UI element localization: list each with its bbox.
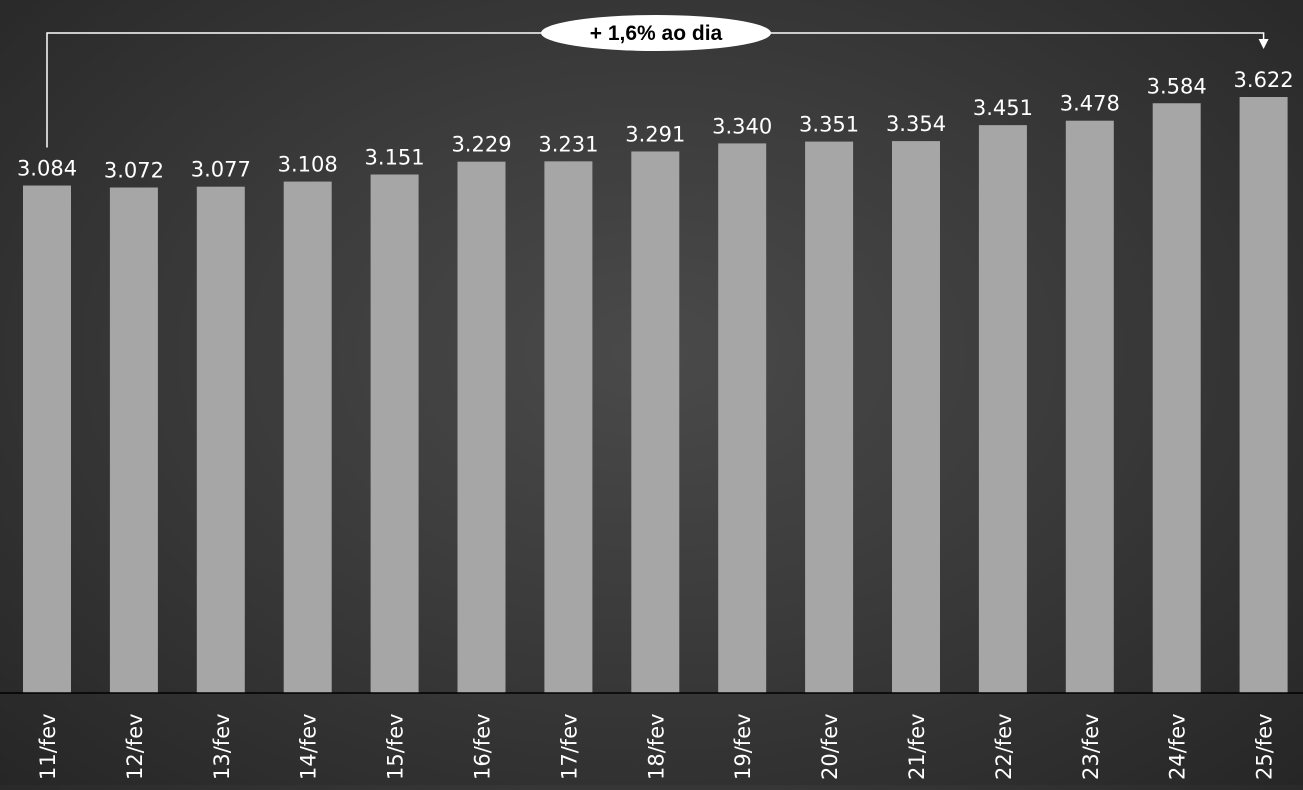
x-tick-labels: 11/fev 12/fev 13/fev 14/fev 15/fev 16/fev 17/f… [36, 713, 1277, 780]
bar-13/fev [196, 186, 245, 693]
x-tick-label: 24/fev [1166, 713, 1190, 780]
x-tick-label: 12/fev [123, 713, 147, 780]
data-labels: 3.084 3.072 3.077 3.108 3.151 3.229 3.231 3.291… [17, 68, 1294, 183]
bar-23/fev [1065, 120, 1114, 694]
bar-14/fev [283, 181, 332, 694]
x-tick-label: 25/fev [1253, 713, 1277, 780]
bar-15/fev [370, 174, 419, 693]
bar-22/fev [978, 125, 1027, 693]
bar-19/fev [718, 143, 767, 694]
x-tick-label: 11/fev [36, 713, 60, 780]
data-label: 3.291 [625, 122, 685, 146]
bar-24/fev [1152, 103, 1201, 693]
bar-18/fev [631, 151, 680, 693]
data-label: 3.451 [973, 96, 1033, 120]
growth-annotation: + 1,6% ao dia [46, 15, 1269, 148]
x-tick-label: 23/fev [1079, 713, 1103, 780]
data-label: 3.354 [886, 112, 946, 136]
bars [23, 97, 1288, 694]
data-label: 3.229 [451, 133, 511, 157]
data-label: 3.151 [365, 146, 425, 170]
x-tick-label: 13/fev [210, 713, 234, 780]
x-tick-label: 21/fev [905, 713, 929, 780]
x-tick-label: 16/fev [471, 713, 495, 780]
arrow-down-icon [1258, 39, 1269, 49]
data-label: 3.231 [538, 132, 598, 156]
bar-17/fev [544, 161, 593, 693]
x-tick-label: 18/fev [644, 713, 668, 780]
data-label: 3.077 [191, 158, 251, 182]
bar-25/fev [1239, 97, 1288, 693]
data-label: 3.340 [712, 114, 772, 138]
data-label: 3.108 [278, 153, 338, 177]
annotation-label: + 1,6% ao dia [590, 22, 723, 45]
x-tick-label: 17/fev [557, 713, 581, 780]
x-tick-label: 19/fev [731, 713, 755, 780]
x-tick-label: 20/fev [818, 713, 842, 780]
bar-21/fev [892, 141, 940, 694]
annotation-badge [541, 15, 771, 51]
data-label: 3.351 [799, 113, 859, 137]
data-label: 3.584 [1147, 74, 1207, 98]
bar-11/fev [23, 185, 71, 693]
bar-16/fev [457, 161, 506, 693]
data-label: 3.478 [1060, 92, 1120, 116]
bar-12/fev [109, 187, 158, 693]
data-label: 3.072 [104, 159, 164, 183]
x-tick-label: 15/fev [384, 713, 408, 780]
x-tick-label: 22/fev [992, 713, 1016, 780]
x-tick-label: 14/fev [297, 713, 321, 780]
bar-20/fev [805, 141, 854, 694]
data-label: 3.622 [1234, 68, 1294, 92]
data-label: 3.084 [17, 157, 77, 181]
